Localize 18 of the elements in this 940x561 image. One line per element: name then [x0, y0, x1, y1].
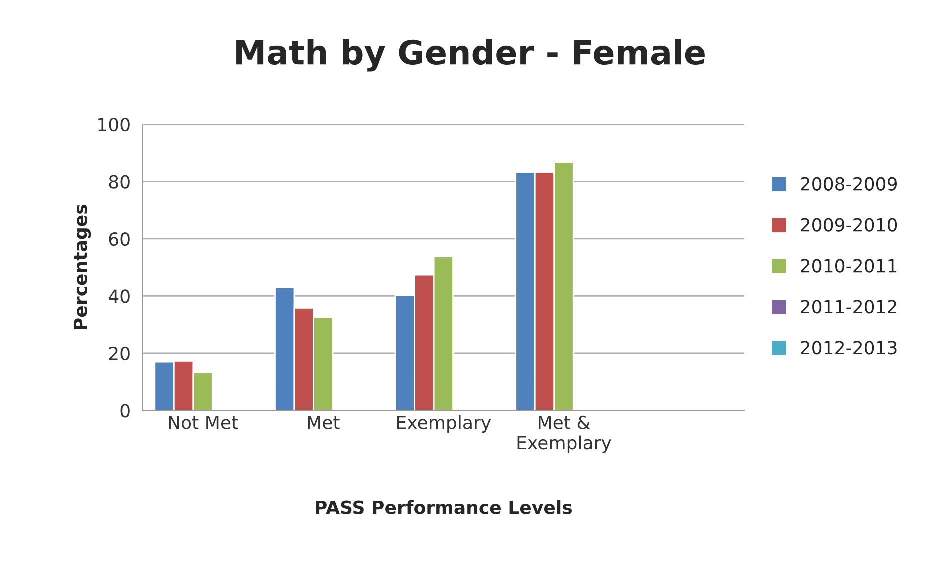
x-axis-title: PASS Performance Levels [316, 500, 572, 514]
y-tick-label: 20 [109, 346, 130, 361]
chart-title: Math by Gender - Female [236, 39, 705, 72]
legend-label: 2009-2010 [801, 218, 898, 232]
x-tick-label: Met & Exemplary [518, 416, 612, 454]
y-tick-label: 80 [109, 175, 130, 189]
y-axis-title: Percentages [74, 204, 92, 330]
y-tick-label: 40 [108, 290, 130, 304]
legend-label: 2012-2013 [801, 341, 897, 355]
legend-label: 2010-2011 [801, 259, 897, 273]
x-tick-label: Met [308, 416, 340, 430]
y-tick-label: 100 [98, 118, 130, 132]
legend-label: 2011-2012 [801, 300, 896, 314]
y-tick-label: 60 [109, 232, 130, 246]
legend-label: 2008-2009 [801, 177, 897, 191]
x-tick-label: Not Met [169, 416, 238, 430]
x-tick-label: Exemplary [398, 416, 492, 433]
y-tick-label: 0 [120, 404, 130, 418]
